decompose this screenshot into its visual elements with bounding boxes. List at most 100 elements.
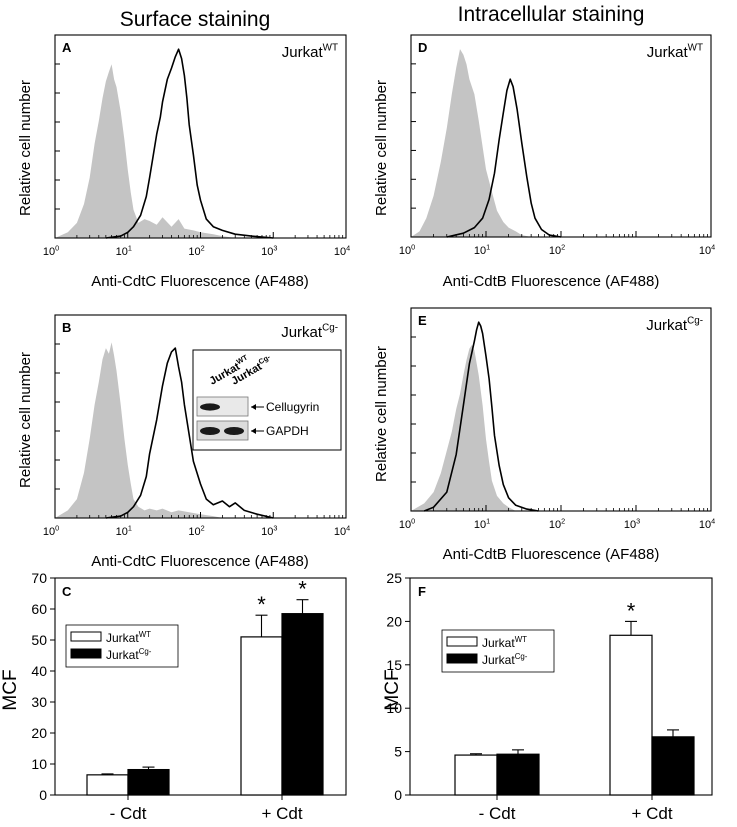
x-tick-label-base: 10 xyxy=(474,245,486,257)
sample-label-sup: Cg- xyxy=(322,323,338,334)
x-tick-label-base: 10 xyxy=(699,245,711,257)
x-category-label: - Cdt xyxy=(479,804,516,823)
x-tick-label: 101 xyxy=(474,516,490,531)
sample-label-base: Jurkat xyxy=(646,317,688,334)
y-axis-label: Relative cell number xyxy=(373,346,390,482)
y-tick-label: 10 xyxy=(31,756,47,772)
y-axis-label: Relative cell number xyxy=(17,80,34,216)
legend-label: JurkatCg- xyxy=(106,647,152,662)
bar-wt-1 xyxy=(609,634,653,796)
control-histogram-fill xyxy=(55,64,236,238)
x-tick-label: 104 xyxy=(334,243,350,258)
x-tick-label-sup: 2 xyxy=(561,242,565,251)
panel-label: C xyxy=(62,584,72,599)
x-tick-label: 101 xyxy=(116,243,132,258)
blot-band-gapdh-cg xyxy=(224,427,244,435)
x-tick-label-base: 10 xyxy=(334,246,346,258)
x-tick-label-sup: 4 xyxy=(711,242,715,251)
bar-cg-0 xyxy=(496,753,540,796)
legend-swatch xyxy=(70,631,102,642)
panel-label: A xyxy=(62,40,72,55)
bar-cg-0 xyxy=(127,768,170,796)
antibody-histogram-line xyxy=(105,347,274,519)
x-tick-label-base: 10 xyxy=(188,526,200,538)
x-tick-label: 103 xyxy=(261,523,277,538)
x-axis-label: Anti-CdtC Fluorescence (AF488) xyxy=(91,553,309,570)
sample-label-sup: WT xyxy=(323,43,338,54)
x-tick-label: 102 xyxy=(188,243,204,258)
x-tick-label-sup: 1 xyxy=(486,242,490,251)
x-tick-label: 100 xyxy=(43,523,59,538)
legend-label-base: Jurkat xyxy=(482,636,515,650)
y-tick-label: 50 xyxy=(31,632,47,648)
sample-label-sup: WT xyxy=(688,43,703,54)
blot-strip-gapdh xyxy=(196,420,249,441)
band-arrow-head xyxy=(251,404,256,410)
legend-swatch xyxy=(70,648,102,659)
x-axis-label: Anti-CdtB Fluorescence (AF488) xyxy=(443,546,660,563)
x-tick-label: 103 xyxy=(624,516,640,531)
antibody-histogram-line xyxy=(423,321,539,512)
x-tick-label-base: 10 xyxy=(549,519,561,531)
bar-wt-0 xyxy=(86,774,129,796)
blot-band-cellugyrin-wt xyxy=(200,403,220,411)
x-tick-label-base: 10 xyxy=(399,245,411,257)
x-tick-label-base: 10 xyxy=(116,246,128,258)
sample-label-base: Jurkat xyxy=(281,324,323,341)
y-axis-label: MCF xyxy=(0,669,21,710)
sample-label-base: Jurkat xyxy=(647,44,689,61)
x-tick-label: 104 xyxy=(334,523,350,538)
legend-label-base: Jurkat xyxy=(106,631,139,645)
heading-intracellular-staining: Intracellular staining xyxy=(458,3,645,26)
antibody-histogram-line xyxy=(105,48,274,239)
sample-label-base: Jurkat xyxy=(282,44,324,61)
legend-swatch xyxy=(446,653,478,664)
band-label: GAPDH xyxy=(266,424,309,438)
x-tick-label-sup: 1 xyxy=(128,243,132,252)
sample-label: JurkatWT xyxy=(282,43,338,61)
x-tick-label-sup: 1 xyxy=(486,516,490,525)
heading-surface-staining: Surface staining xyxy=(120,8,271,31)
x-tick-label-sup: 3 xyxy=(636,516,640,525)
x-tick-label: 100 xyxy=(43,243,59,258)
bar-cg-1 xyxy=(281,613,324,796)
x-tick-label-sup: 0 xyxy=(411,516,415,525)
legend-label-sup: Cg- xyxy=(139,647,152,656)
y-tick-label: 40 xyxy=(31,663,47,679)
x-tick-label-base: 10 xyxy=(624,519,636,531)
x-tick-label-sup: 3 xyxy=(273,243,277,252)
panel-label: B xyxy=(62,320,71,335)
x-tick-label-base: 10 xyxy=(334,526,346,538)
y-tick-label: 10 xyxy=(386,700,402,716)
x-tick-label-sup: 0 xyxy=(411,242,415,251)
x-tick-label-sup: 3 xyxy=(273,523,277,532)
panel-label: D xyxy=(418,40,427,55)
x-tick-label: 104 xyxy=(699,516,715,531)
plot-frame xyxy=(54,577,347,796)
x-tick-label: 104 xyxy=(699,242,715,257)
sample-label: JurkatWT xyxy=(647,43,703,61)
x-tick-label: 101 xyxy=(116,523,132,538)
panel-label: F xyxy=(418,584,426,599)
x-category-label: - Cdt xyxy=(110,804,147,823)
x-tick-label-base: 10 xyxy=(43,246,55,258)
x-tick-label: 103 xyxy=(261,243,277,258)
legend-label-base: Jurkat xyxy=(482,653,515,667)
y-axis-label: MCF xyxy=(382,669,403,710)
bar-cg-1 xyxy=(651,736,695,796)
x-tick-label-sup: 1 xyxy=(128,523,132,532)
significance-marker: * xyxy=(257,592,266,617)
y-tick-label: 30 xyxy=(31,694,47,710)
significance-marker: * xyxy=(298,577,307,602)
x-tick-label-base: 10 xyxy=(188,246,200,258)
x-tick-label-sup: 2 xyxy=(201,523,205,532)
x-tick-label-base: 10 xyxy=(43,526,55,538)
x-tick-label-base: 10 xyxy=(549,245,561,257)
x-tick-label: 102 xyxy=(549,242,565,257)
